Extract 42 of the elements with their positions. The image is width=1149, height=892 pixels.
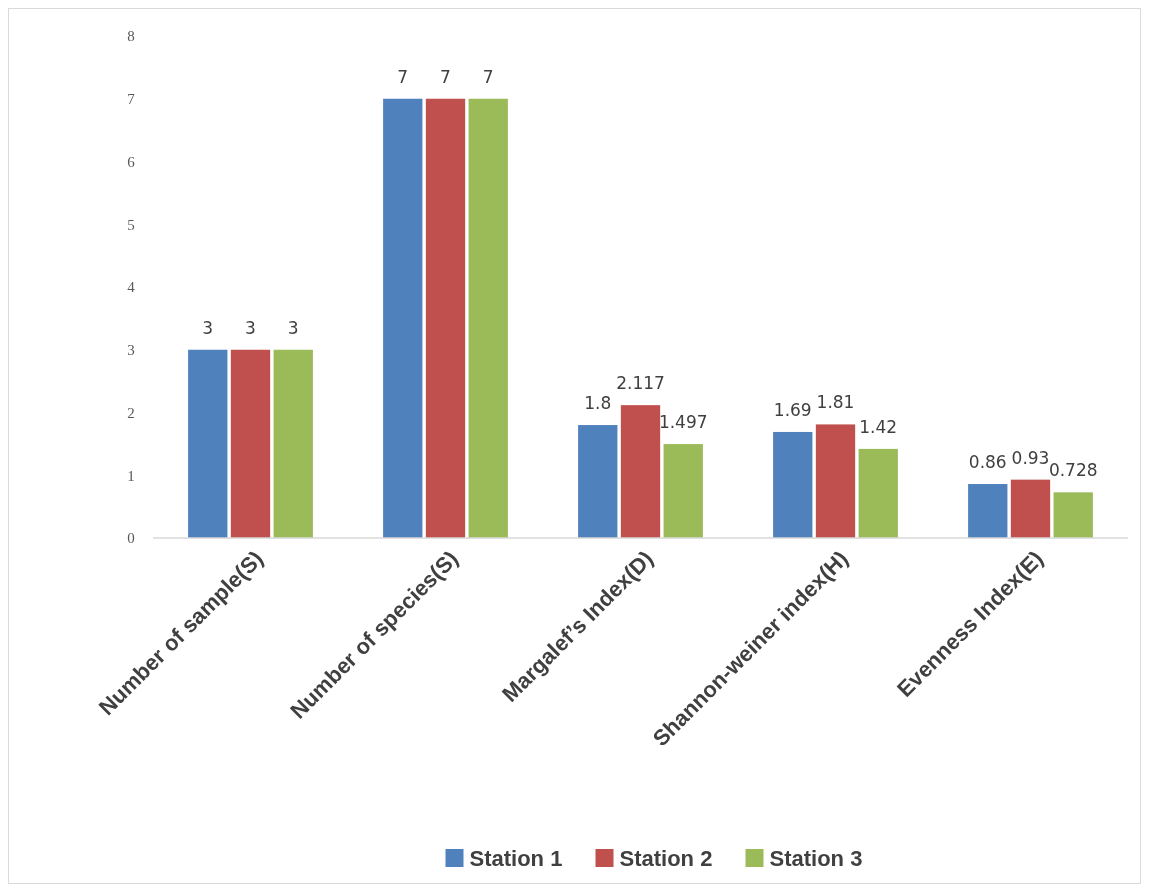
y-tick-label: 8 [127, 28, 135, 45]
data-label: 2.117 [616, 373, 665, 394]
data-label: 1.69 [773, 399, 812, 420]
bar [1053, 492, 1093, 538]
data-label: 0.86 [968, 452, 1007, 473]
y-tick-label: 3 [127, 342, 135, 358]
y-tick-label: 7 [127, 91, 136, 107]
y-tick-label: 5 [127, 216, 135, 233]
data-label: 1.497 [658, 412, 708, 433]
data-label: 3 [202, 317, 214, 338]
bar [230, 349, 271, 538]
bar [663, 444, 703, 538]
bar [273, 349, 313, 538]
bar [858, 448, 898, 538]
y-tick-label: 1 [127, 467, 135, 484]
bar [1010, 479, 1051, 538]
data-label: 7 [482, 66, 494, 87]
bar [383, 98, 423, 538]
data-label: 7 [440, 66, 451, 87]
legend-label: Station 3 [769, 845, 863, 871]
data-label: 1.8 [584, 393, 612, 414]
legend-label: Station 2 [619, 845, 713, 871]
data-label: 3 [287, 317, 299, 338]
bar [968, 484, 1008, 538]
data-label: 1.81 [816, 392, 855, 413]
bar [578, 425, 618, 538]
bar [815, 424, 856, 538]
data-label: 0.728 [1048, 460, 1098, 481]
y-tick-label: 4 [127, 279, 136, 296]
y-tick-label: 0 [127, 530, 135, 547]
y-tick-label: 2 [127, 404, 135, 421]
legend-label: Station 1 [469, 845, 563, 871]
data-label: 3 [245, 317, 256, 338]
bar [620, 405, 661, 538]
bar [468, 98, 508, 538]
bar [425, 98, 466, 538]
data-label: 7 [397, 66, 409, 87]
y-tick-label: 6 [127, 153, 136, 170]
bar [188, 349, 228, 538]
data-label: 1.42 [859, 416, 898, 437]
bar [773, 431, 813, 538]
data-label: 0.93 [1011, 447, 1050, 468]
